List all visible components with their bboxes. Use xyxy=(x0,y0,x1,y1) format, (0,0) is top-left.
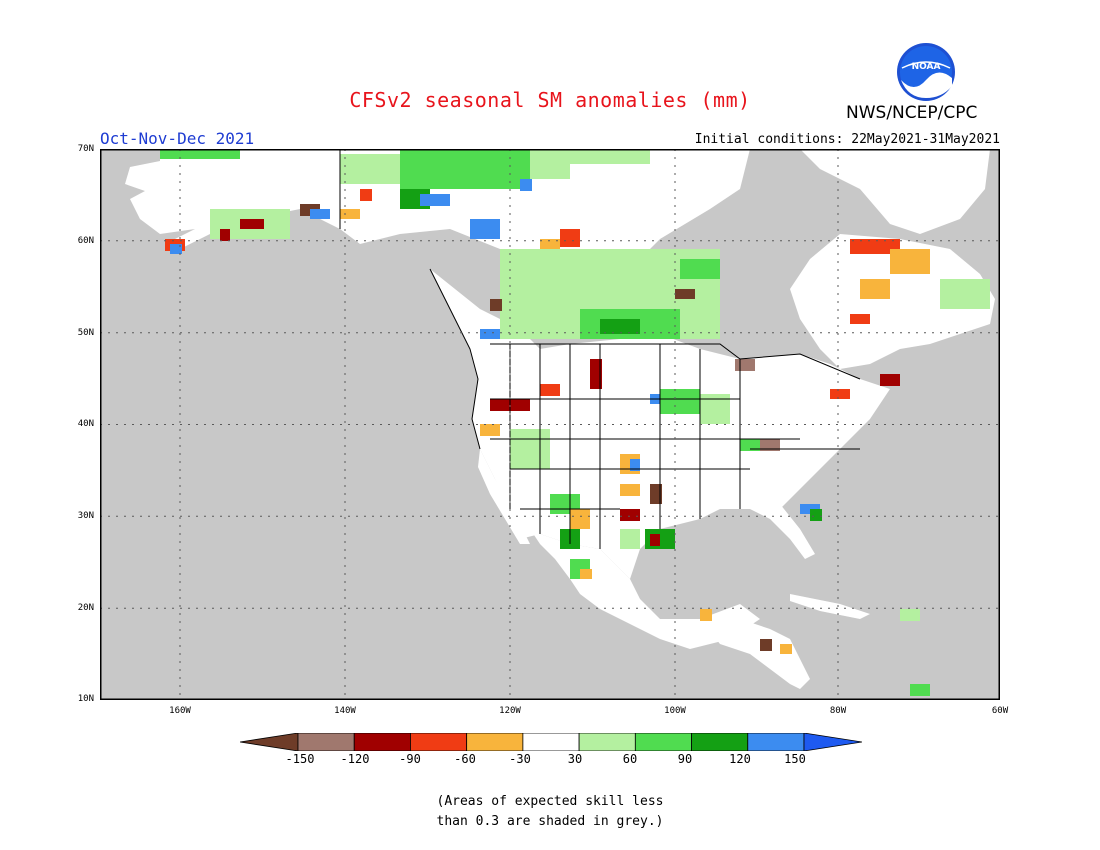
lon-label: 60W xyxy=(991,706,1009,716)
season-label: Oct-Nov-Dec 2021 xyxy=(100,129,255,148)
legend-swatch xyxy=(578,733,636,751)
legend-label: 60 xyxy=(622,752,638,766)
lon-label: 160W xyxy=(169,706,191,716)
anomaly-map xyxy=(100,149,1000,700)
map-frame xyxy=(100,149,1000,700)
legend-swatch xyxy=(803,733,862,751)
legend-label: 30 xyxy=(567,752,583,766)
skill-note: (Areas of expected skill less than 0.3 a… xyxy=(0,792,1100,832)
legend-label: -120 xyxy=(340,752,370,766)
agency-label: NWS/NCEP/CPC xyxy=(846,103,978,123)
legend-swatch xyxy=(410,733,468,751)
initial-conditions-label: Initial conditions: 22May2021-31May2021 xyxy=(694,132,1000,147)
legend-swatch xyxy=(353,733,411,751)
legend-label: 150 xyxy=(784,752,806,766)
lat-label: 70N xyxy=(77,144,94,154)
legend-swatch xyxy=(522,733,580,751)
legend-swatch xyxy=(466,733,524,751)
gridlines xyxy=(100,149,1000,700)
skill-note-line: (Areas of expected skill less xyxy=(436,794,664,809)
legend-swatch xyxy=(634,733,692,751)
legend-label: 90 xyxy=(677,752,693,766)
lon-label: 140W xyxy=(334,706,356,716)
logo-text: NOAA xyxy=(912,62,941,72)
lon-label: 80W xyxy=(829,706,847,716)
legend-label: -60 xyxy=(454,752,476,766)
legend-label: -30 xyxy=(509,752,531,766)
legend-swatch xyxy=(747,733,805,751)
skill-note-line: than 0.3 are shaded in grey.) xyxy=(436,814,664,829)
legend-label: -90 xyxy=(399,752,421,766)
chart-title: CFSv2 seasonal SM anomalies (mm) xyxy=(349,88,751,112)
legend-colorbar xyxy=(240,733,862,751)
lat-label: 50N xyxy=(77,328,94,338)
lat-label: 40N xyxy=(77,419,94,429)
legend-swatch xyxy=(691,733,749,751)
legend-label: 120 xyxy=(729,752,751,766)
lat-label: 10N xyxy=(77,694,94,704)
lat-label: 20N xyxy=(77,603,94,613)
lat-label: 60N xyxy=(77,236,94,246)
lon-label: 100W xyxy=(664,706,686,716)
lon-label: 120W xyxy=(499,706,521,716)
borders xyxy=(339,149,861,549)
noaa-logo-icon: NOAA xyxy=(897,43,955,101)
legend-label: -150 xyxy=(285,752,315,766)
legend-swatch xyxy=(240,733,299,751)
lat-label: 30N xyxy=(77,511,94,521)
legend-swatch xyxy=(297,733,355,751)
